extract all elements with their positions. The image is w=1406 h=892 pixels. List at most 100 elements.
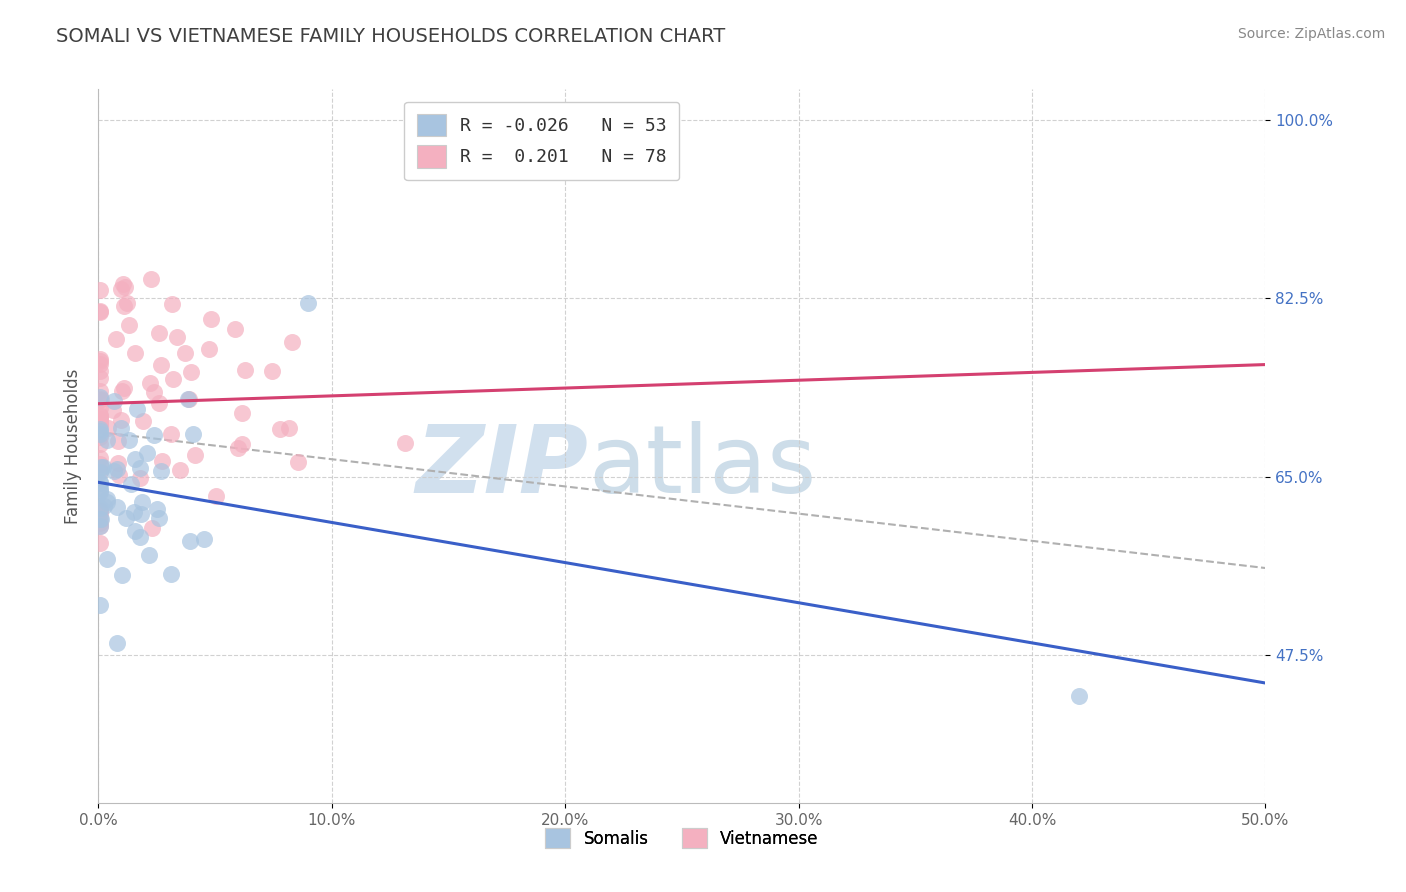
- Point: [124, 524, 146, 538]
- Point: [174, 346, 197, 360]
- Point: [129, 471, 152, 485]
- Point: [89, 519, 111, 533]
- Point: [89, 508, 111, 522]
- Point: [89, 421, 111, 435]
- Point: [160, 567, 183, 582]
- Point: [394, 436, 416, 450]
- Point: [128, 461, 150, 475]
- Point: [108, 467, 131, 482]
- Point: [132, 414, 155, 428]
- Point: [89, 364, 111, 378]
- Point: [125, 402, 148, 417]
- Point: [205, 489, 228, 503]
- Point: [89, 353, 111, 368]
- Point: [142, 427, 165, 442]
- Point: [114, 280, 136, 294]
- Point: [89, 409, 111, 423]
- Point: [143, 384, 166, 399]
- Point: [104, 332, 127, 346]
- Point: [89, 390, 111, 404]
- Point: [278, 420, 301, 434]
- Point: [89, 516, 111, 531]
- Point: [181, 426, 204, 441]
- Point: [131, 495, 153, 509]
- Point: [281, 335, 304, 350]
- Point: [89, 501, 111, 516]
- Point: [105, 462, 128, 476]
- Point: [124, 451, 146, 466]
- Point: [139, 376, 162, 390]
- Point: [89, 464, 111, 478]
- Point: [89, 481, 111, 495]
- Point: [89, 417, 111, 431]
- Point: [89, 283, 111, 297]
- Point: [115, 296, 138, 310]
- Point: [110, 568, 132, 582]
- Point: [90, 459, 112, 474]
- Point: [177, 392, 200, 406]
- Point: [169, 463, 191, 477]
- Point: [115, 511, 138, 525]
- Point: [89, 371, 111, 385]
- Point: [89, 430, 111, 444]
- Point: [146, 502, 169, 516]
- Point: [122, 505, 145, 519]
- Point: [89, 502, 111, 516]
- Point: [91, 459, 114, 474]
- Point: [89, 519, 111, 533]
- Point: [148, 395, 170, 409]
- Point: [90, 392, 112, 407]
- Point: [112, 277, 135, 291]
- Point: [89, 512, 111, 526]
- Point: [287, 455, 309, 469]
- Point: [105, 500, 128, 514]
- Point: [89, 475, 111, 490]
- Point: [97, 421, 120, 435]
- Point: [89, 384, 111, 399]
- Point: [89, 401, 111, 416]
- Point: [89, 424, 111, 438]
- Point: [89, 483, 111, 497]
- Point: [93, 499, 115, 513]
- Point: [1067, 689, 1090, 703]
- Point: [138, 548, 160, 562]
- Point: [89, 304, 111, 318]
- Point: [89, 352, 111, 367]
- Point: [89, 411, 111, 425]
- Text: atlas: atlas: [589, 421, 817, 514]
- Point: [150, 454, 173, 468]
- Point: [89, 504, 111, 518]
- Point: [89, 426, 111, 441]
- Point: [96, 551, 118, 566]
- Point: [200, 312, 222, 326]
- Point: [89, 409, 111, 423]
- Point: [120, 476, 142, 491]
- Point: [231, 437, 253, 451]
- Point: [89, 417, 111, 432]
- Point: [112, 381, 135, 395]
- Point: [193, 533, 215, 547]
- Point: [114, 299, 136, 313]
- Point: [89, 305, 111, 319]
- Point: [233, 363, 256, 377]
- Point: [107, 456, 129, 470]
- Point: [89, 536, 111, 550]
- Point: [141, 272, 163, 286]
- Point: [103, 403, 125, 417]
- Point: [89, 457, 111, 471]
- Point: [149, 358, 172, 372]
- Point: [129, 507, 152, 521]
- Text: SOMALI VS VIETNAMESE FAMILY HOUSEHOLDS CORRELATION CHART: SOMALI VS VIETNAMESE FAMILY HOUSEHOLDS C…: [56, 27, 725, 45]
- Point: [110, 282, 132, 296]
- Point: [90, 511, 112, 525]
- Text: Source: ZipAtlas.com: Source: ZipAtlas.com: [1237, 27, 1385, 41]
- Y-axis label: Family Households: Family Households: [63, 368, 82, 524]
- Legend: Somalis, Vietnamese: Somalis, Vietnamese: [538, 822, 825, 855]
- Point: [149, 464, 172, 478]
- Point: [107, 434, 129, 449]
- Point: [105, 636, 128, 650]
- Point: [89, 466, 111, 480]
- Point: [89, 357, 111, 371]
- Point: [96, 491, 118, 506]
- Point: [89, 485, 111, 500]
